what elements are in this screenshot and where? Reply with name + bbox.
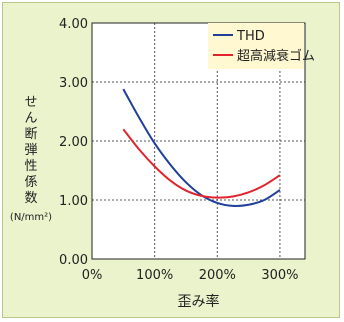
legend-label: THD — [236, 29, 265, 44]
chart-svg: 0.00 1.00 2.00 3.00 4.00 0% 100% 200% 300% 歪み率 せん断… — [10, 17, 315, 310]
x-tick-label: 100% — [136, 268, 173, 283]
legend-label: 超高減衰ゴム — [237, 48, 315, 64]
x-axis-title: 歪み率 — [178, 293, 220, 310]
y-axis-title-char: 数 — [24, 191, 37, 206]
chart-panel: 0.00 1.00 2.00 3.00 4.00 0% 100% 200% 300% 歪み率 せん断… — [2, 2, 340, 318]
y-axis-title-char: 係 — [24, 175, 37, 190]
y-axis-title-char: 弾 — [24, 143, 37, 158]
y-axis-unit: (N/mm²) — [10, 212, 52, 223]
y-tick-label: 4.00 — [59, 17, 88, 32]
y-tick-label: 3.00 — [59, 76, 88, 91]
x-tick-label: 0% — [82, 268, 103, 283]
y-tick-label: 2.00 — [59, 135, 88, 150]
plot-border — [91, 22, 306, 260]
legend-box — [208, 23, 304, 69]
y-tick-label: 0.00 — [59, 253, 88, 268]
x-tick-label: 300% — [261, 268, 298, 283]
y-axis-title-char: 断 — [24, 127, 37, 142]
y-axis-title-char: ん — [24, 111, 37, 126]
x-tick-label: 200% — [199, 268, 236, 283]
series-line-2 — [122, 128, 281, 199]
y-axis-title-char: 性 — [24, 159, 37, 174]
y-axis-title-char: せ — [24, 95, 37, 110]
y-tick-label: 1.00 — [59, 194, 88, 209]
